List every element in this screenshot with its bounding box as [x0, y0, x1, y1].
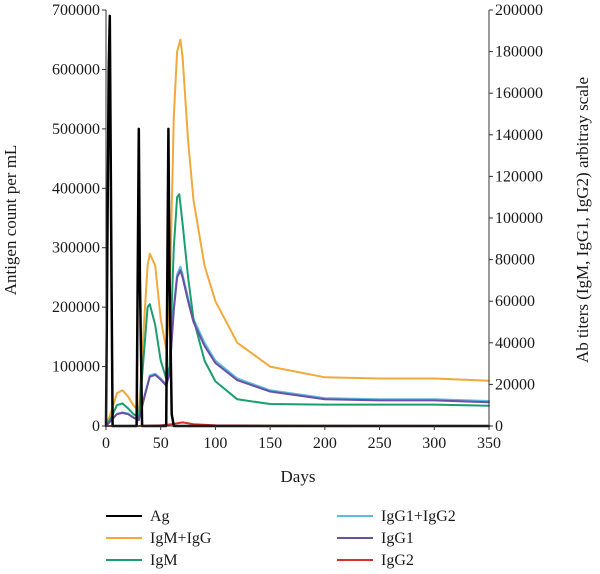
legend-label-igg1-igg2: IgG1+IgG2	[381, 508, 456, 525]
x-tick-label: 350	[477, 435, 501, 452]
y-left-tick-label: 0	[92, 418, 100, 435]
series-line-igg1-igg2	[105, 265, 490, 427]
ticks-layer: 0 50 100 150 200 250 300 3500100000200000300000…	[52, 2, 543, 452]
x-tick-label: 50	[153, 435, 169, 452]
y-right-tick-label: 120000	[495, 168, 543, 185]
y-right-tick-label: 60000	[495, 293, 535, 310]
x-tick-label: 300	[422, 435, 446, 452]
x-tick-label: 200	[313, 435, 337, 452]
legend-label-igm: IgM	[150, 552, 178, 569]
series-line-igg1	[105, 269, 490, 427]
y-left-tick-label: 600000	[52, 61, 100, 78]
series-line-igm-igg	[105, 38, 490, 427]
x-tick-label: 250	[368, 435, 392, 452]
legend-label-ag: Ag	[150, 508, 170, 525]
y-right-tick-label: 160000	[495, 85, 543, 102]
y-right-tick-label: 180000	[495, 44, 543, 61]
series-line-igm	[105, 193, 490, 427]
y-right-tick-label: 140000	[495, 127, 543, 144]
x-axis-title: Days	[281, 467, 316, 486]
y-right-tick-label: 20000	[495, 376, 535, 393]
legend-label-igm-igg: IgM+IgG	[150, 530, 212, 547]
legend-label-igg1: IgG1	[381, 530, 414, 547]
y-right-tick-label: 80000	[495, 252, 535, 269]
y-right-tick-label: 0	[495, 418, 503, 435]
x-tick-label: 0	[102, 435, 110, 452]
x-tick-label: 100	[203, 435, 227, 452]
y-axis-left-title: Antigen count per mL	[1, 145, 20, 296]
y-left-tick-label: 700000	[52, 2, 100, 19]
y-left-tick-label: 300000	[52, 240, 100, 257]
series-layer	[104, 14, 491, 428]
y-left-tick-label: 200000	[52, 299, 100, 316]
legend-label-igg2: IgG2	[381, 552, 414, 569]
y-left-tick-label: 400000	[52, 180, 100, 197]
legend: Ag IgM+IgG IgM IgG1+IgG2 IgG1 IgG2	[106, 508, 456, 569]
y-right-tick-label: 100000	[495, 210, 543, 227]
x-tick-label: 150	[258, 435, 282, 452]
y-axis-right-title: Ab titers (IgM, IgG1, IgG2) arbitray sca…	[573, 77, 592, 363]
y-left-tick-label: 100000	[52, 359, 100, 376]
axes-layer	[105, 10, 490, 427]
y-right-tick-label: 200000	[495, 2, 543, 19]
y-right-tick-label: 40000	[495, 335, 535, 352]
y-left-tick-label: 500000	[52, 121, 100, 138]
series-line-ag	[104, 14, 491, 428]
